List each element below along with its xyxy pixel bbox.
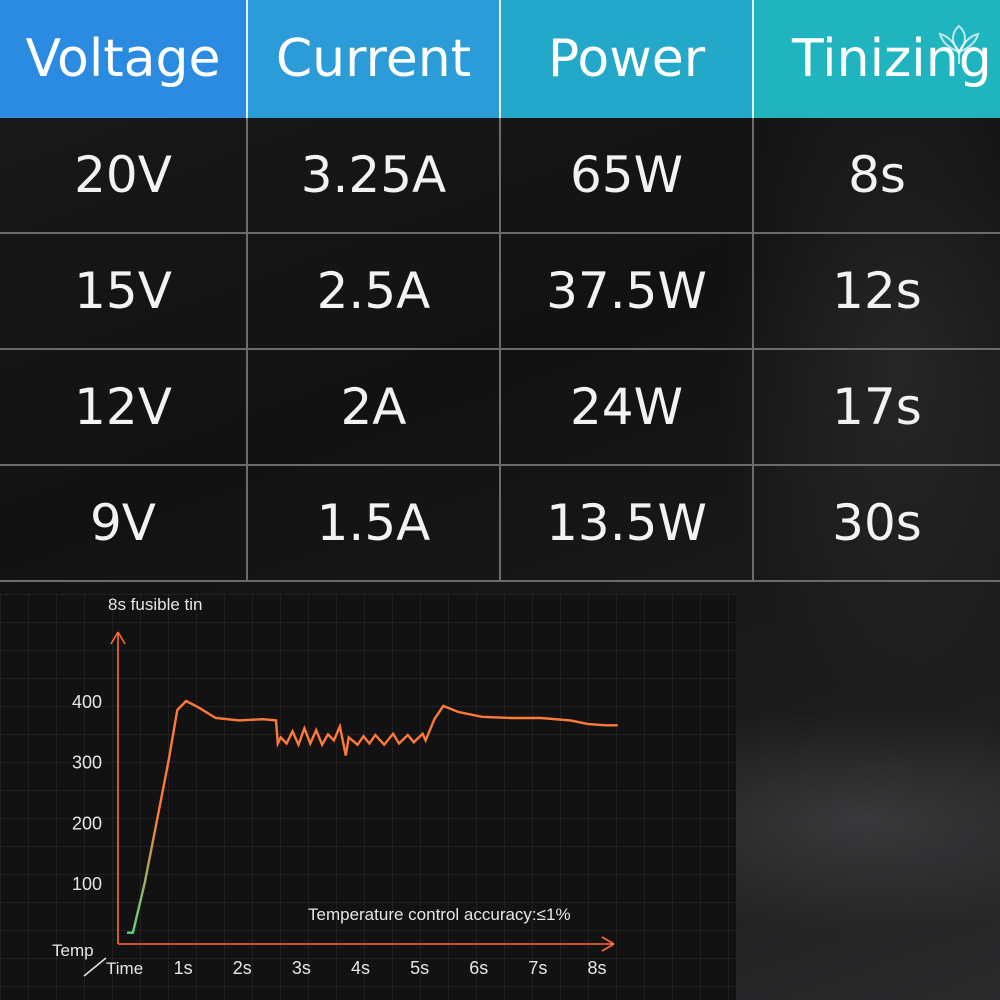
table-cell: 3.25A (248, 118, 501, 234)
y-axis-label: Temp (52, 941, 94, 960)
x-tick-label: 1s (174, 958, 193, 978)
table-cell: 37.5W (501, 234, 754, 350)
x-tick-label: 7s (528, 958, 547, 978)
table-cell: 17s (754, 350, 1000, 466)
temperature-series-line (127, 699, 618, 934)
table-cell: 24W (501, 350, 754, 466)
y-tick-label: 200 (72, 813, 102, 833)
spec-table: Voltage Current Power Tinizing 20V 3.25A… (0, 0, 1000, 582)
x-tick-label: 4s (351, 958, 370, 978)
table-cell: 12s (754, 234, 1000, 350)
y-axis-arrow (110, 631, 119, 645)
table-cell: 2.5A (248, 234, 501, 350)
table-cell: 9V (0, 466, 248, 582)
x-axis-arrow (601, 943, 615, 952)
x-tick-label: 2s (233, 958, 252, 978)
table-cell: 30s (754, 466, 1000, 582)
header-voltage: Voltage (0, 0, 248, 118)
brand-logo-icon (938, 24, 980, 64)
table-cell: 1.5A (248, 466, 501, 582)
header-power: Power (501, 0, 754, 118)
chart-title: 8s fusible tin (108, 595, 203, 614)
y-tick-label: 400 (72, 692, 102, 712)
y-tick-label: 300 (72, 753, 102, 773)
table-cell: 2A (248, 350, 501, 466)
chart-panel: 8s fusible tin 400 300 200 100 1s 2s 3s 4s 5s 6s 7… (0, 594, 736, 1000)
table-cell: 13.5W (501, 466, 754, 582)
x-tick-label: 3s (292, 958, 311, 978)
header-current: Current (248, 0, 501, 118)
table-cell: 8s (754, 118, 1000, 234)
temperature-chart: 8s fusible tin 400 300 200 100 1s 2s 3s 4s 5s 6s 7… (52, 595, 618, 978)
axis-label-divider (83, 957, 107, 977)
chart-annotation: Temperature control accuracy:≤1% (308, 905, 571, 924)
table-cell: 12V (0, 350, 248, 466)
x-tick-label: 8s (587, 958, 606, 978)
table-cell: 65W (501, 118, 754, 234)
table-cell: 15V (0, 234, 248, 350)
x-tick-label: 6s (469, 958, 488, 978)
chart-axes (110, 631, 615, 952)
y-axis-arrow (117, 631, 126, 645)
x-tick-label: 5s (410, 958, 429, 978)
x-axis-arrow (601, 936, 615, 945)
chart-ticks: 400 300 200 100 1s 2s 3s 4s 5s 6s 7s 8s (72, 692, 607, 978)
table-cell: 20V (0, 118, 248, 234)
x-axis-label: Time (106, 959, 143, 978)
y-tick-label: 100 (72, 874, 102, 894)
